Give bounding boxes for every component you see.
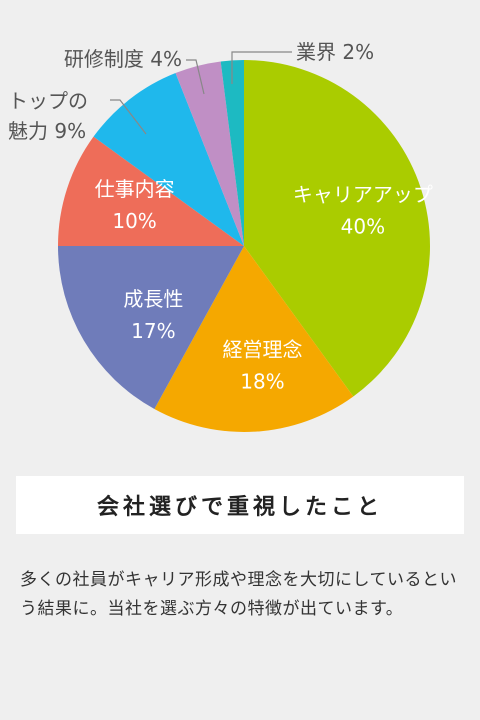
leader-line (231, 51, 292, 84)
pie-slice (154, 246, 354, 433)
pie-slices (58, 60, 431, 433)
slice-value-label: 40% (341, 214, 385, 238)
pie-labels: キャリアアップ 40% 経営理念 18% 成長性 17% 仕事内容 10% 業界 2% 研修制度 … (8, 40, 433, 394)
slice-outside-label: 業界 2% (296, 40, 374, 64)
pie-slice (244, 60, 431, 397)
slice-outside-label: トップの (8, 89, 88, 113)
description-text: 多くの社員がキャリア形成や理念を大切にしているという結果に。当社を選ぶ方々の特徴… (20, 570, 457, 619)
leader-line (110, 99, 147, 135)
chart-caption-text: 会社選びで重視したこと (96, 495, 383, 520)
slice-label: 仕事内容 (95, 177, 175, 201)
slice-label: 経営理念 (222, 338, 302, 362)
slice-value-label: 10% (112, 209, 156, 233)
chart-caption: 会社選びで重視したこと (16, 476, 464, 534)
slice-value-label: 17% (131, 319, 175, 343)
pie-slice (58, 246, 244, 409)
pie-slice (220, 60, 244, 246)
pie-chart: キャリアアップ 40% 経営理念 18% 成長性 17% 仕事内容 10% 業界 2% 研修制度 … (8, 40, 433, 433)
pie-slice (58, 136, 244, 246)
pie-slice (93, 73, 244, 246)
slice-value-label: 18% (240, 370, 284, 394)
slice-outside-label: 研修制度 4% (64, 47, 182, 71)
slice-outside-label: 魅力 9% (8, 119, 86, 143)
slice-label: キャリアアップ (293, 182, 433, 206)
leader-line (186, 59, 205, 95)
pie-chart-svg: キャリアアップ 40% 経営理念 18% 成長性 17% 仕事内容 10% 業界 2% 研修制度 … (8, 40, 433, 433)
pie-slice (175, 61, 244, 246)
slice-label: 成長性 (123, 287, 183, 311)
